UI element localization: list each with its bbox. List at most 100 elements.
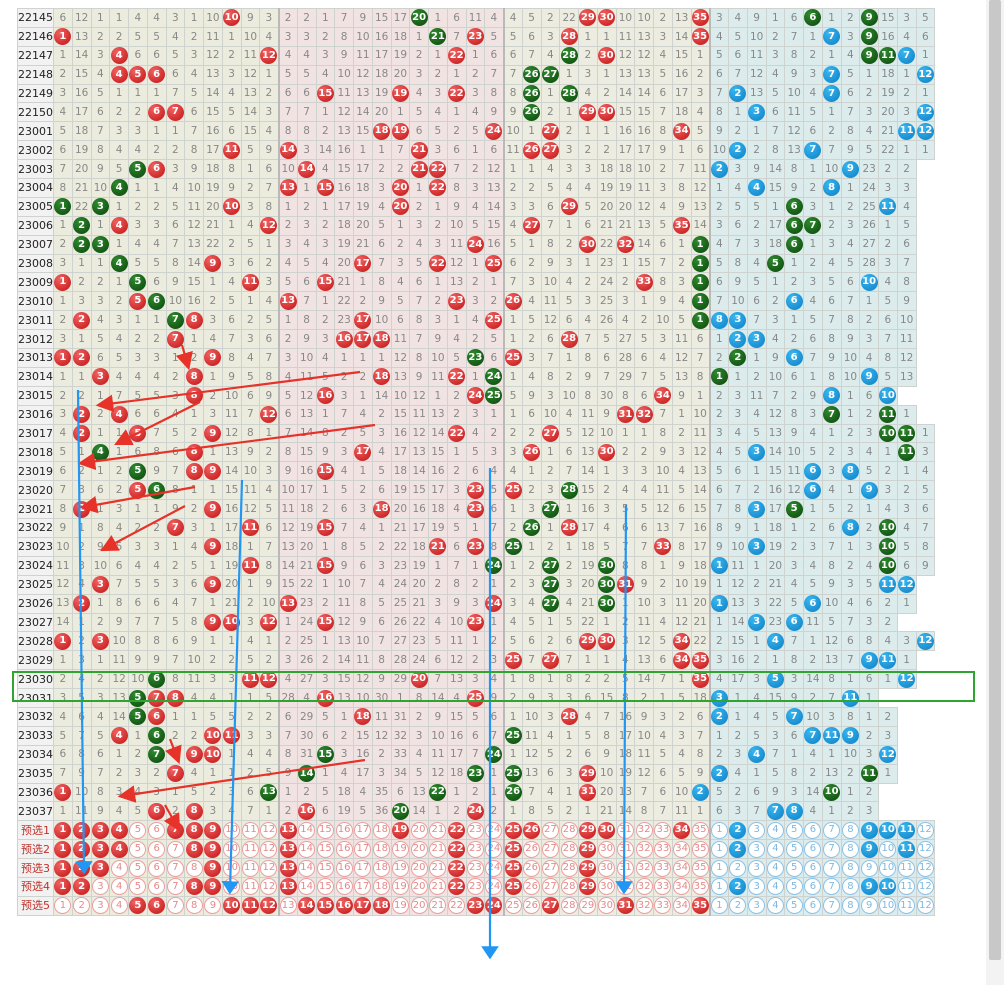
number-cell: 4 [371, 442, 392, 463]
number-cell: 1 [503, 366, 523, 387]
number-cell: 22 [428, 253, 448, 274]
number-cell: 34 [390, 763, 411, 784]
number-cell: 3 [746, 820, 767, 841]
number-cell: 3 [521, 272, 542, 293]
number-cell: 1 [109, 8, 129, 28]
green-ball: 25 [504, 765, 522, 783]
blue-ball: 9 [860, 840, 878, 858]
number-cell: 3 [559, 253, 579, 274]
blue-ball: 9 [860, 878, 878, 896]
number-cell: 11 [353, 45, 373, 66]
number-cell: 7 [803, 725, 823, 746]
number-cell: 6 [146, 593, 167, 614]
number-cell: 5 [521, 612, 542, 633]
number-cell: 30 [596, 876, 617, 897]
number-cell: 7 [728, 480, 748, 501]
number-cell: 3 [559, 688, 579, 708]
number-cell: 5 [128, 26, 148, 47]
scrollbar-thumb[interactable] [989, 0, 1001, 960]
number-cell: 9 [859, 839, 879, 860]
number-cell: 20 [409, 574, 429, 595]
number-cell: 14 [296, 895, 317, 916]
number-cell: 14 [634, 669, 654, 690]
red-ball: 2 [73, 821, 91, 839]
red-ball: 8 [185, 802, 203, 820]
blue-ball: 7 [898, 47, 916, 65]
number-cell: 3 [803, 196, 823, 217]
number-cell: 1 [596, 64, 617, 85]
green-ball: 6 [804, 9, 822, 27]
number-cell: 3 [765, 725, 786, 746]
number-cell: 15 [315, 744, 336, 765]
number-cell: 1 [709, 876, 729, 897]
number-cell: 4 [221, 272, 242, 293]
number-cell: 3 [653, 178, 673, 198]
number-cell: 23 [465, 536, 486, 557]
red-ball: 15 [316, 557, 334, 575]
number-cell: 1 [746, 461, 767, 482]
number-cell: 4 [671, 744, 692, 765]
number-cell: 3 [765, 45, 786, 66]
empty-ball: 12 [260, 878, 277, 896]
number-cell: 2 [821, 215, 842, 236]
empty-ball: 23 [466, 878, 484, 896]
number-cell: 6 [446, 140, 467, 161]
empty-ball: 8 [841, 821, 859, 839]
number-cell: 4 [765, 64, 786, 85]
number-cell: 10 [878, 385, 898, 406]
number-cell: 4 [484, 669, 505, 690]
blue-ball: 7 [823, 28, 841, 46]
number-cell: 1 [728, 366, 748, 387]
red-ball: 31 [616, 576, 634, 594]
number-cell: 3 [803, 404, 823, 425]
number-cell: 12 [409, 423, 429, 444]
number-cell: 7 [690, 348, 711, 368]
number-cell: 4 [184, 64, 204, 85]
number-cell: 1 [859, 499, 879, 520]
number-cell: 4 [165, 593, 186, 614]
number-cell: 6 [146, 858, 167, 878]
number-cell: 3 [240, 612, 261, 633]
empty-ball: 24 [485, 840, 502, 858]
number-cell: 5 [109, 348, 129, 368]
number-cell: 3 [859, 536, 879, 557]
number-cell: 1 [709, 593, 729, 614]
number-cell: 2 [334, 423, 354, 444]
number-cell: 10 [259, 593, 280, 614]
number-cell: 11 [896, 121, 917, 142]
number-cell: 1 [71, 253, 92, 274]
draw-row: 23026 13 2 1 8 6 6 4 7 1 21 2 10 13 23 2 11 8 5 25 21 3 9 3 24 3 4… [17, 593, 935, 614]
number-cell: 1 [315, 574, 336, 595]
number-cell: 3 [53, 83, 73, 104]
number-cell: 10 [671, 782, 692, 803]
number-cell: 5 [465, 215, 486, 236]
number-cell: 2 [315, 26, 336, 47]
number-cell: 3 [465, 83, 486, 104]
number-cell: 1 [896, 64, 917, 85]
number-cell: 7 [821, 536, 842, 557]
number-cell: 1 [446, 782, 467, 803]
number-cell: 2 [240, 310, 261, 331]
number-cell: 3 [503, 442, 523, 463]
number-cell: 7 [690, 725, 711, 746]
number-cell: 5 [465, 442, 486, 463]
draw-row: 23028 1 2 3 10 8 8 6 9 1 1 4 1 2 25 1 13 10 7 27 23 5 11 1 2 5 6 2 6… [17, 631, 936, 652]
number-cell: 3 [559, 574, 579, 595]
number-cell: 6 [803, 593, 823, 614]
vertical-scrollbar[interactable] [986, 0, 1004, 985]
number-cell: 6 [109, 555, 129, 576]
number-cell: 15 [765, 688, 786, 708]
number-cell: 2 [128, 518, 148, 538]
number-cell: 6 [146, 404, 167, 425]
number-cell: 8 [840, 876, 861, 897]
number-cell: 1 [259, 234, 280, 255]
red-ball: 8 [185, 443, 203, 461]
empty-ball: 31 [616, 878, 634, 896]
number-cell: 10 [221, 895, 242, 916]
number-cell: 8 [184, 310, 204, 331]
number-cell: 5 [128, 253, 148, 274]
number-cell: 1 [484, 612, 505, 633]
number-cell: 1 [484, 763, 505, 784]
number-cell: 12 [109, 669, 129, 690]
number-cell: 3 [503, 593, 523, 614]
